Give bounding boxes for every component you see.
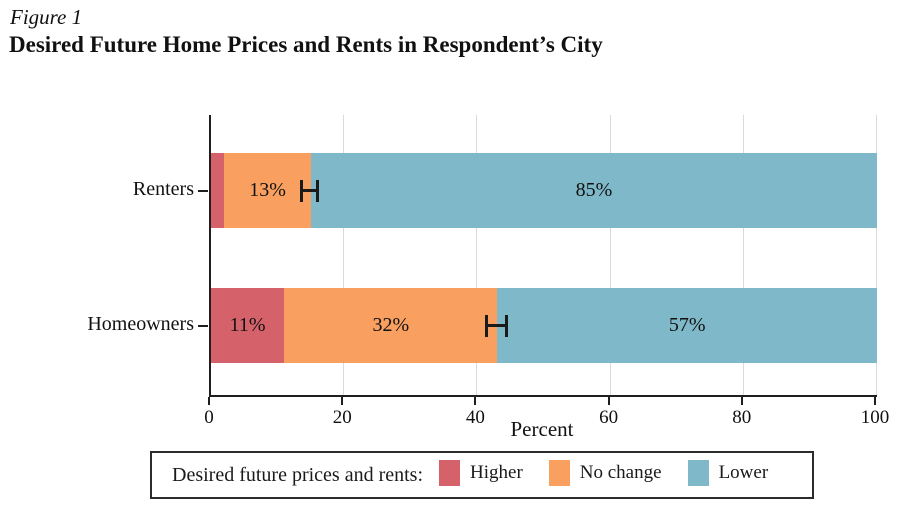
bar-segment-higher: 11%: [211, 288, 285, 363]
y-tick-homeowners: [198, 324, 208, 327]
figure-title: Desired Future Home Prices and Rents in …: [9, 32, 603, 57]
legend-entry-no-change: No change: [548, 459, 662, 486]
error-bar-cap-left: [485, 314, 489, 337]
x-tick-label-80: 80: [732, 407, 752, 428]
bar-row-renters: 13% 85%: [211, 153, 877, 228]
plot-area: 13% 85% 11% 32% 57%: [209, 115, 877, 397]
error-bar-homeowners: [485, 314, 509, 337]
legend: Desired future prices and rents: Higher N…: [150, 451, 814, 499]
x-tick-label-60: 60: [599, 407, 619, 428]
error-bar-renters: [300, 179, 319, 202]
bar-segment-no-change: 13%: [224, 153, 311, 228]
gridline-80: [742, 115, 744, 395]
legend-entries: Higher No change Lower: [439, 459, 794, 491]
category-label-renters: Renters: [132, 177, 194, 200]
gridline-100: [876, 115, 877, 395]
bar-segment-higher: [211, 153, 225, 228]
x-tick-mark-40: [474, 397, 477, 405]
legend-entry-higher: Higher: [439, 459, 523, 486]
bar-row-homeowners: 11% 32% 57%: [211, 288, 877, 363]
legend-label: No change: [579, 461, 662, 483]
x-tick-mark-60: [607, 397, 610, 405]
error-bar-cap-right: [505, 314, 509, 337]
bar-segment-lower: 85%: [310, 153, 877, 228]
legend-swatch-no-change: [548, 459, 570, 486]
legend-label: Higher: [470, 461, 523, 483]
x-tick-label-20: 20: [332, 407, 352, 428]
gridline-20: [343, 115, 345, 395]
legend-label: Lower: [718, 461, 769, 483]
bar-segment-no-change: 32%: [284, 288, 498, 363]
x-tick-mark-20: [341, 397, 344, 405]
legend-entry-lower: Lower: [687, 459, 769, 486]
legend-swatch-higher: [439, 459, 461, 486]
gridline-40: [476, 115, 478, 395]
y-tick-renters: [198, 189, 208, 192]
x-tick-mark-0: [208, 397, 210, 405]
bar-segment-lower: 57%: [497, 288, 877, 363]
figure-label: Figure 1: [10, 5, 83, 29]
legend-swatch-lower: [687, 459, 709, 486]
gridline-60: [609, 115, 611, 395]
x-tick-label-40: 40: [465, 407, 485, 428]
x-tick-mark-100: [874, 397, 876, 405]
legend-title: Desired future prices and rents:: [172, 463, 424, 486]
x-tick-label-0: 0: [204, 407, 214, 428]
x-axis-label: Percent: [510, 417, 574, 441]
error-bar-line: [485, 324, 509, 327]
x-tick-mark-80: [740, 397, 743, 405]
x-tick-label-100: 100: [860, 407, 890, 428]
error-bar-line: [300, 189, 319, 192]
category-label-homeowners: Homeowners: [87, 312, 194, 335]
error-bar-cap-left: [300, 179, 304, 202]
error-bar-cap-right: [315, 179, 319, 202]
